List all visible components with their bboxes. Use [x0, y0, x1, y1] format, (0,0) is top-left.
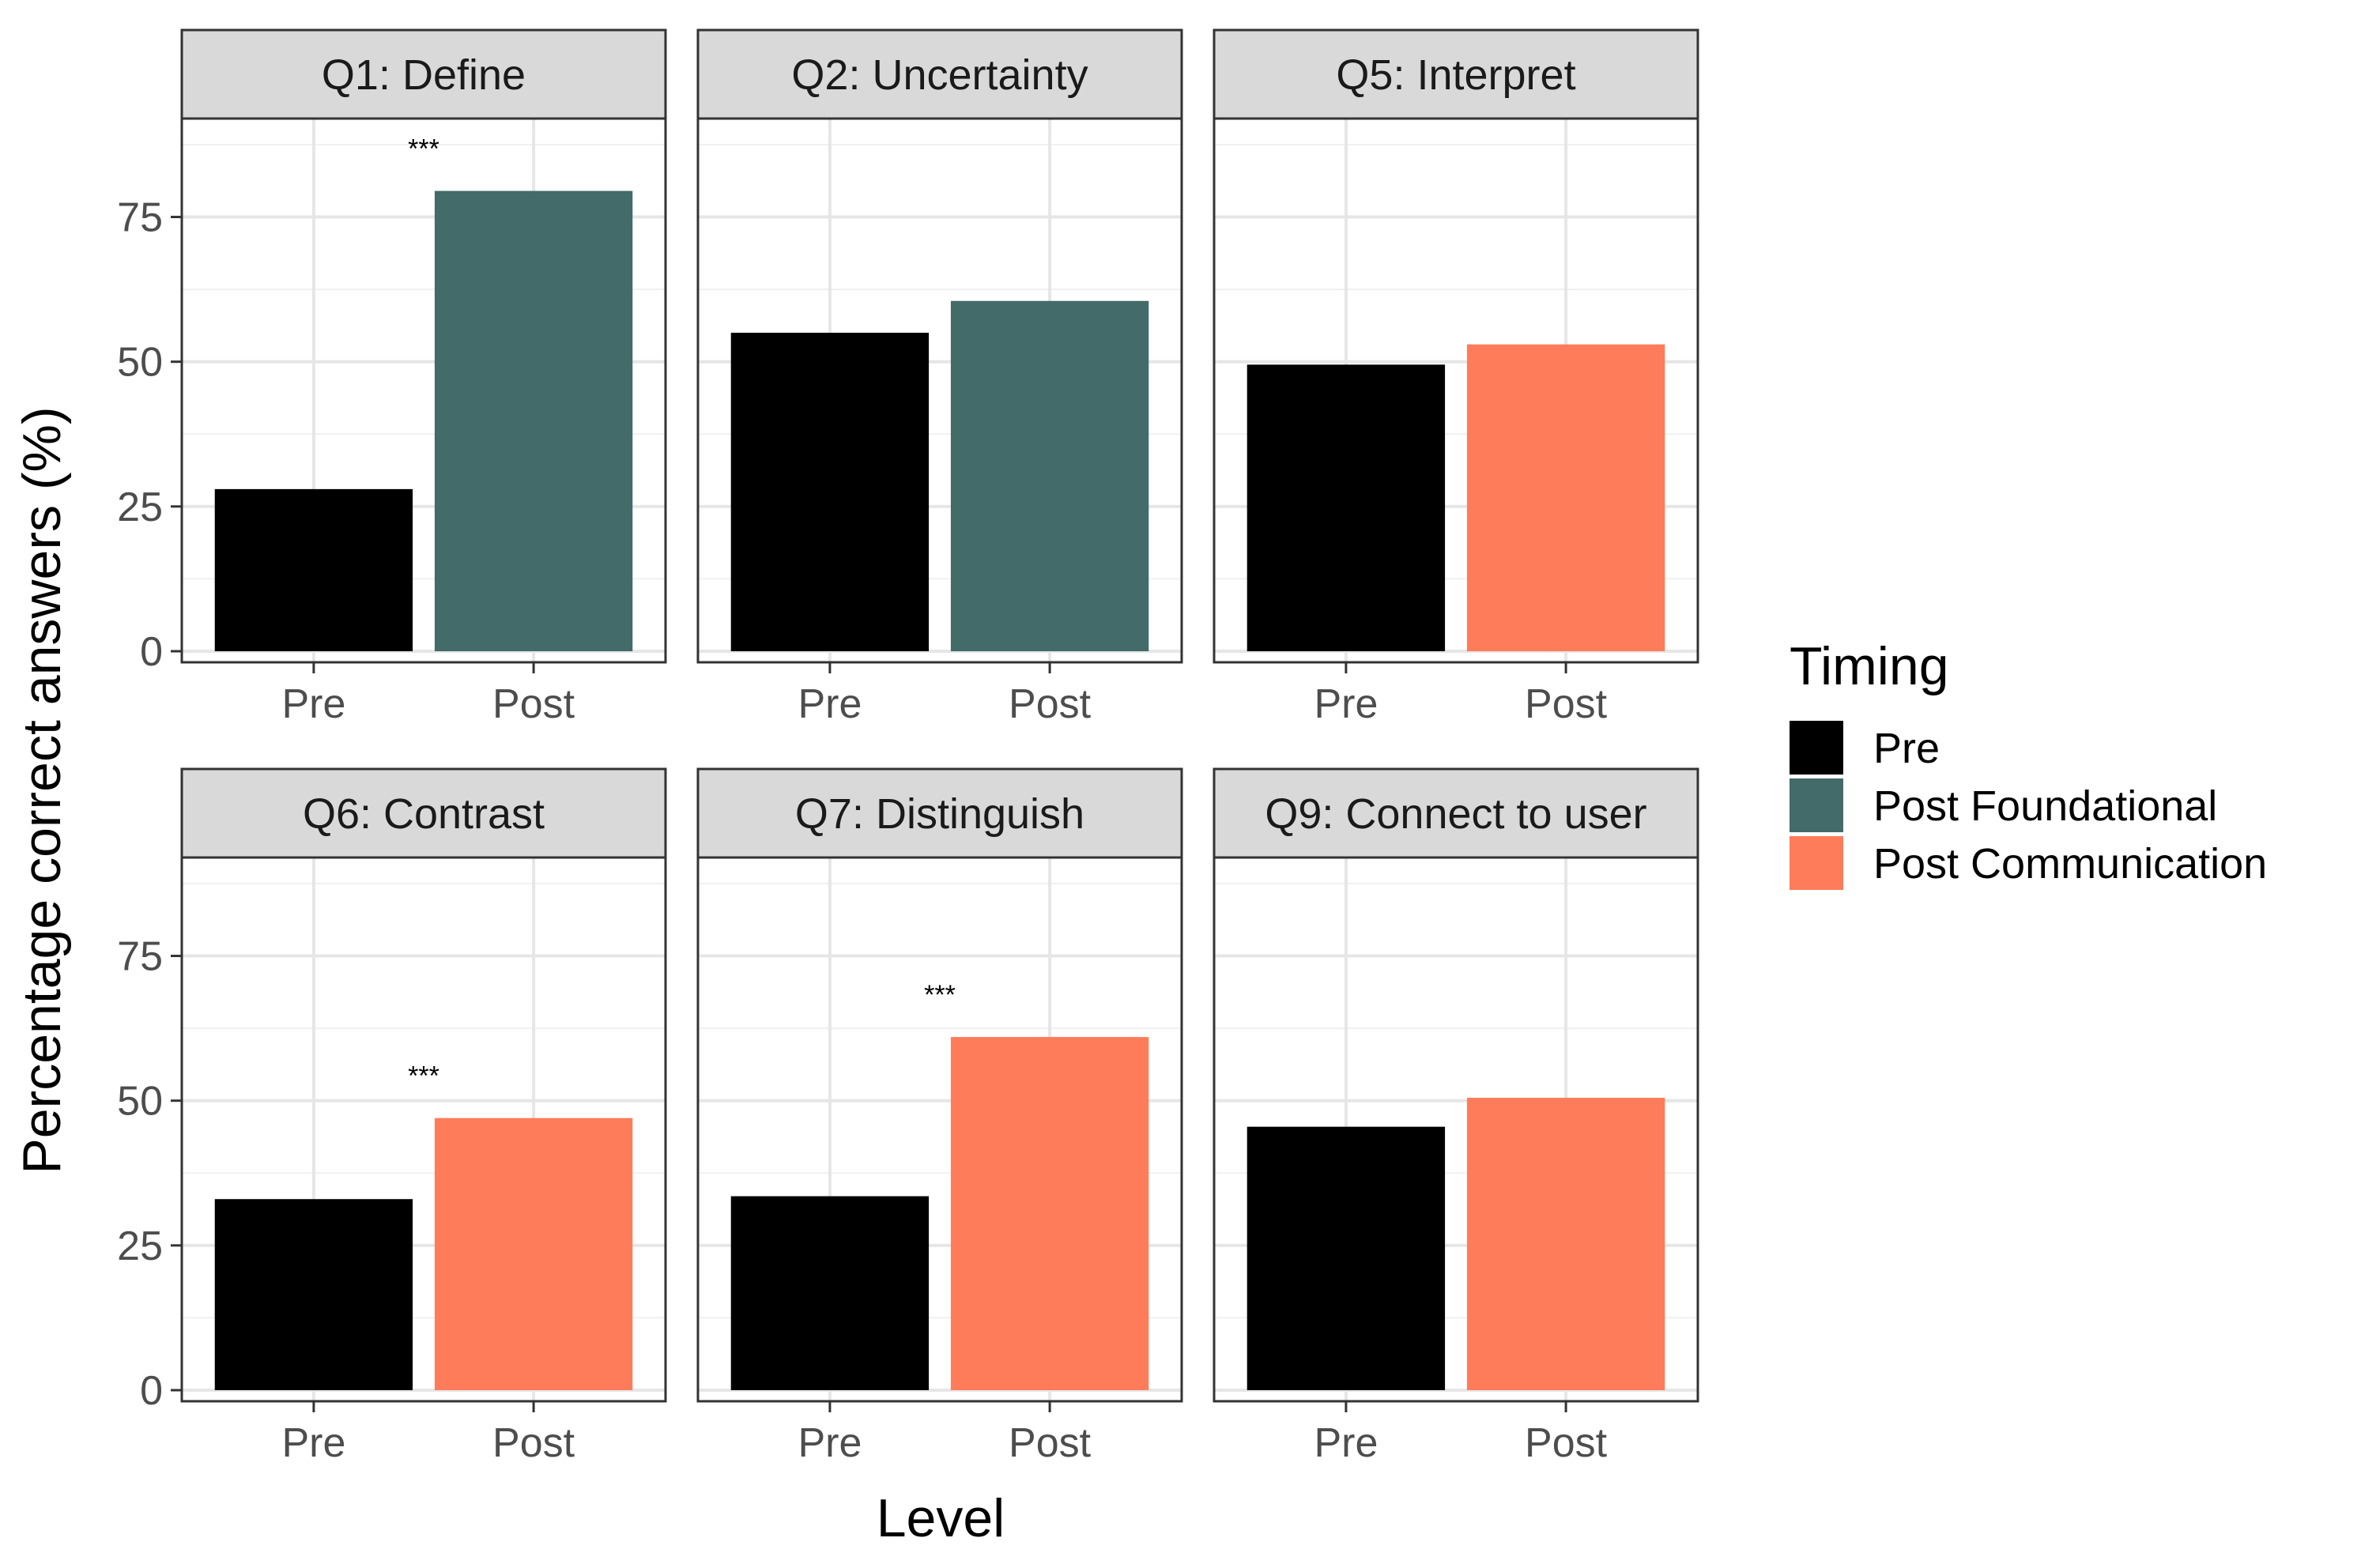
- x-tick-label: Post: [492, 1420, 575, 1466]
- facet-strip: [180, 767, 667, 859]
- panels: Q1: Define *** Pre Post 0 25 50 75 Q2: Uncertain…: [117, 28, 1699, 1466]
- facet-title: Q6: Contrast: [303, 790, 545, 838]
- y-tick-label: 0: [140, 1368, 163, 1414]
- bar: [950, 1037, 1149, 1390]
- x-tick-label: Pre: [281, 681, 345, 727]
- y-tick-label: 50: [117, 1079, 163, 1125]
- legend-label: Pre: [1873, 725, 1940, 772]
- facet-title: Q2: Uncertainty: [791, 51, 1088, 99]
- facet-title: Q9: Connect to user: [1265, 790, 1646, 838]
- bar: [730, 1196, 930, 1390]
- bar: [1247, 1126, 1446, 1390]
- facet-strip: [1213, 767, 1699, 859]
- facet-strip: [180, 28, 667, 120]
- x-tick-label: Pre: [798, 1420, 862, 1466]
- x-tick-label: Post: [1525, 681, 1608, 727]
- panel: Q2: Uncertainty Pre Post: [696, 28, 1183, 727]
- legend-label: Post Communication: [1873, 840, 2267, 888]
- y-tick-label: 0: [140, 629, 163, 675]
- bar: [950, 300, 1149, 651]
- y-tick-label: 25: [117, 484, 163, 530]
- bar: [434, 1118, 633, 1390]
- bar: [1466, 1098, 1665, 1390]
- panel-border: [696, 856, 1183, 1403]
- panel: Q9: Connect to user Pre Post: [1213, 767, 1699, 1466]
- x-tick-label: Post: [1009, 681, 1092, 727]
- facet-strip: [696, 767, 1183, 859]
- facet-strip: [1213, 28, 1699, 120]
- y-tick-label: 25: [117, 1223, 163, 1269]
- panel: Q7: Distinguish *** Pre Post: [696, 767, 1183, 1466]
- facet-strip: [696, 28, 1183, 120]
- legend: Timing Pre Post Foundational Post Communic…: [1790, 636, 2267, 890]
- x-tick-label: Post: [1525, 1420, 1608, 1466]
- x-tick-label: Pre: [1314, 1420, 1378, 1466]
- y-axis-title: Percentage correct answers (%): [12, 406, 72, 1174]
- significance-label: ***: [408, 134, 439, 164]
- panel-border: [1213, 856, 1699, 1403]
- bar: [434, 190, 633, 652]
- y-tick-label: 75: [117, 195, 163, 241]
- panel-border: [1213, 117, 1699, 664]
- panel: Q1: Define *** Pre Post 0 25 50 75: [117, 28, 667, 727]
- panel-border: [696, 117, 1183, 664]
- x-tick-label: Pre: [281, 1420, 345, 1466]
- panel-border: [180, 117, 667, 664]
- legend-swatch: [1790, 721, 1843, 775]
- y-tick-label: 50: [117, 340, 163, 386]
- bar: [214, 488, 413, 651]
- facet-title: Q7: Distinguish: [795, 790, 1084, 838]
- facet-title: Q1: Define: [322, 51, 526, 99]
- x-tick-label: Post: [1009, 1420, 1092, 1466]
- legend-title: Timing: [1790, 636, 1949, 696]
- legend-swatch: [1790, 778, 1843, 832]
- y-tick-label: 75: [117, 934, 163, 980]
- x-tick-label: Post: [492, 681, 575, 727]
- x-tick-label: Pre: [798, 681, 862, 727]
- bar: [730, 333, 930, 651]
- bar: [1466, 344, 1665, 651]
- x-axis-title: Level: [877, 1488, 1005, 1548]
- panel: Q5: Interpret Pre Post: [1213, 28, 1699, 727]
- x-tick-label: Pre: [1314, 681, 1378, 727]
- bar: [214, 1199, 413, 1390]
- significance-label: ***: [408, 1061, 439, 1091]
- panel-border: [180, 856, 667, 1403]
- facet-title: Q5: Interpret: [1336, 51, 1575, 99]
- significance-label: ***: [924, 980, 956, 1010]
- legend-label: Post Foundational: [1873, 782, 2217, 830]
- legend-swatch: [1790, 836, 1843, 890]
- panel: Q6: Contrast *** Pre Post 0 25 50 75: [117, 767, 667, 1466]
- bar: [1247, 364, 1446, 651]
